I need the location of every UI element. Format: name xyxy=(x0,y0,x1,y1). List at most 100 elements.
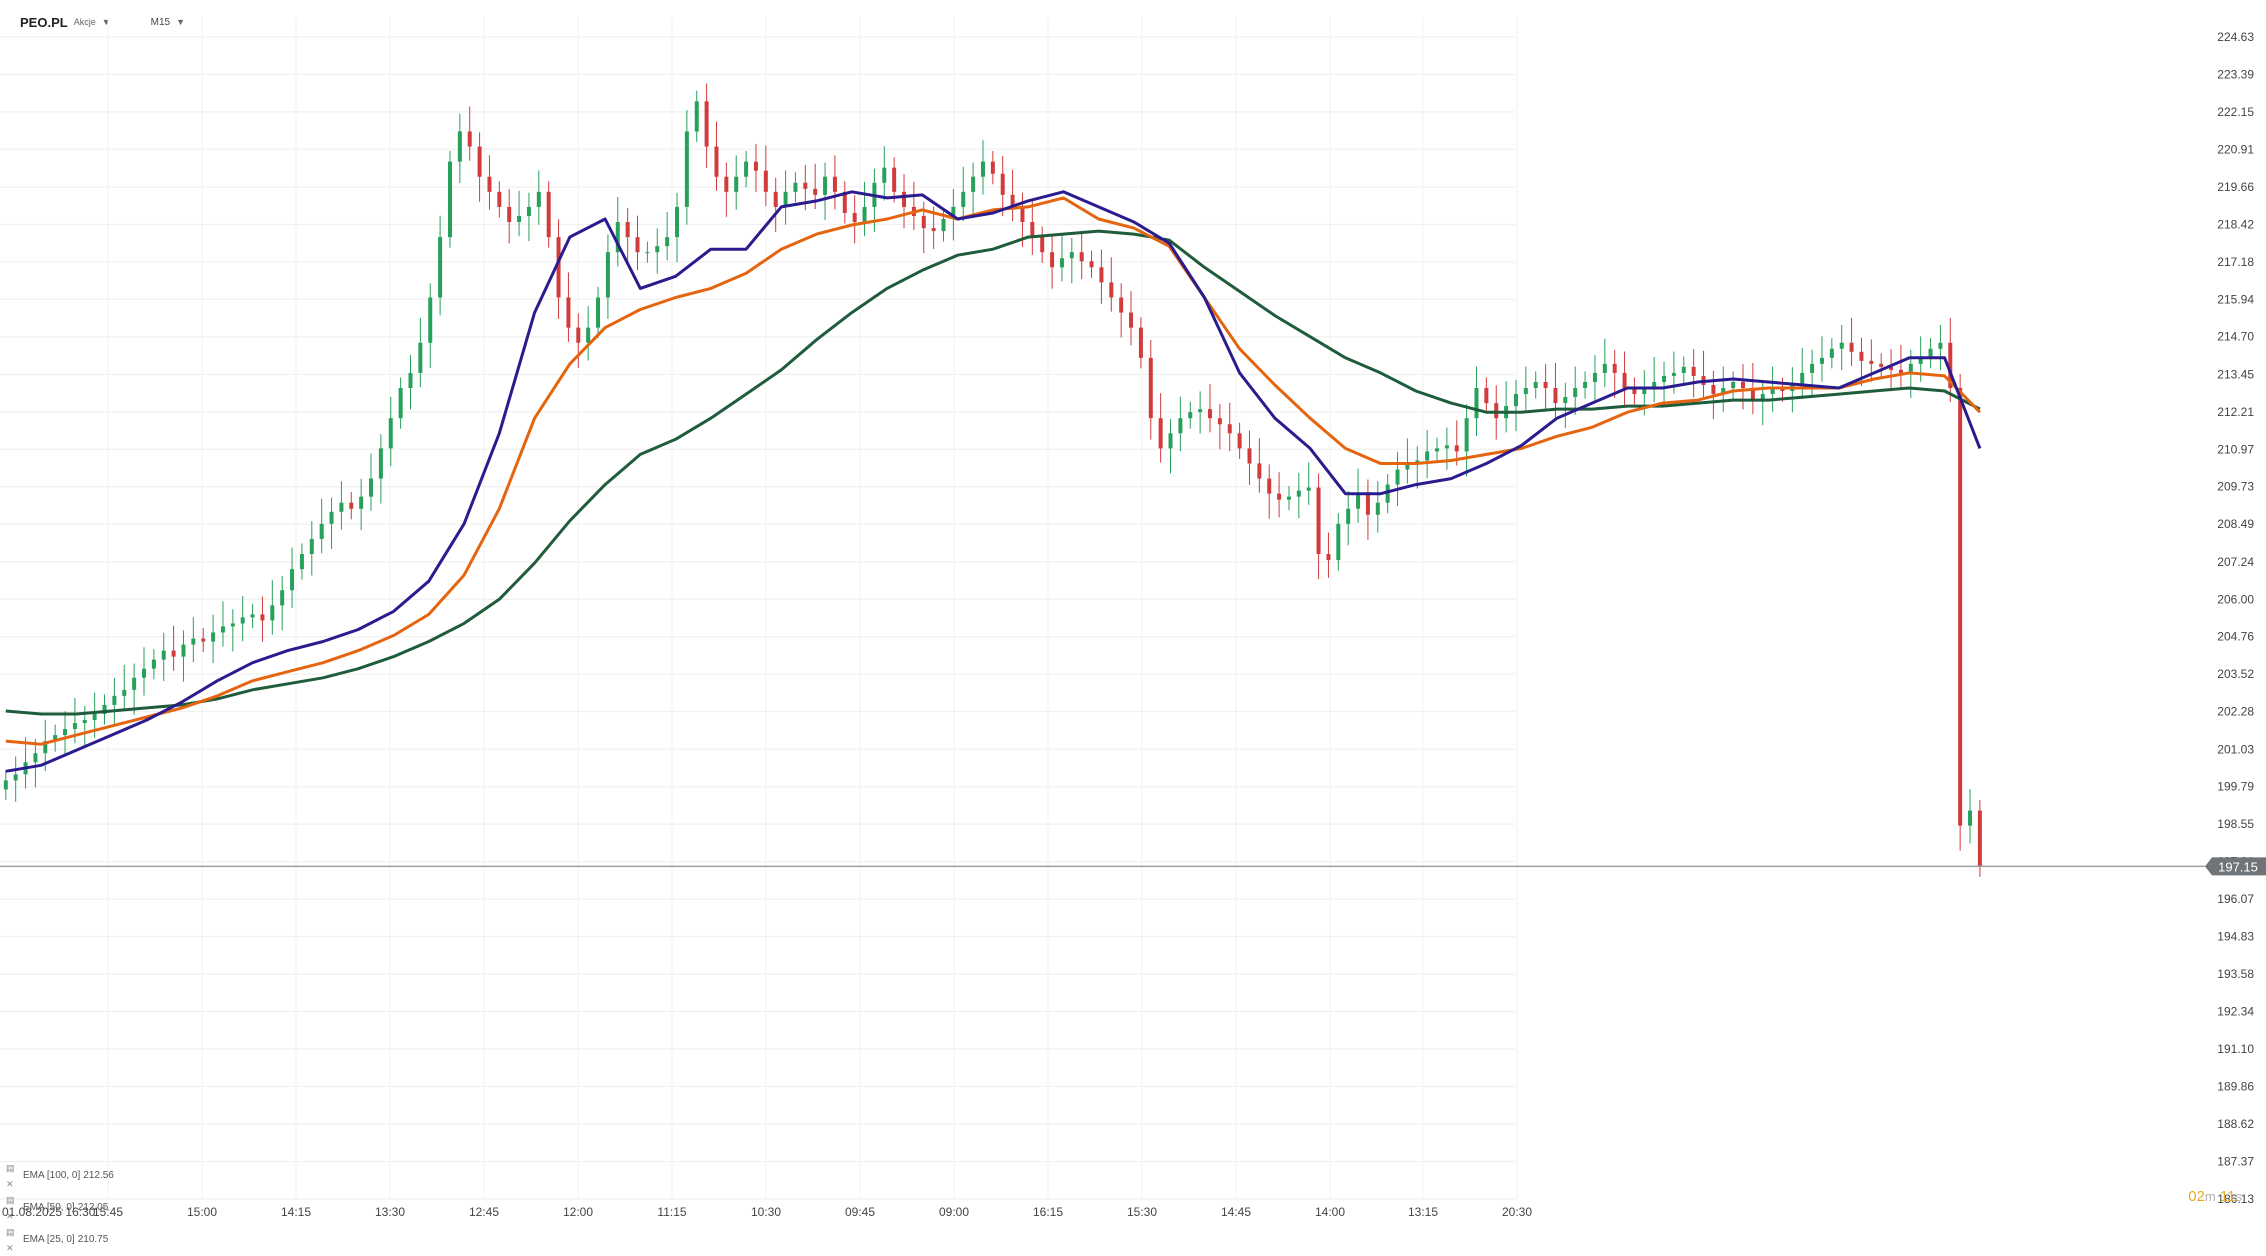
candle-body xyxy=(1948,342,1953,389)
candle-body xyxy=(1543,381,1548,389)
y-tick-label: 214.70 xyxy=(2217,330,2254,344)
y-tick-label: 209.73 xyxy=(2217,480,2254,494)
y-tick-label: 213.45 xyxy=(2217,367,2254,381)
timeframe-selector[interactable]: M15 xyxy=(150,16,171,28)
x-tick-label: 15:00 xyxy=(187,1205,217,1219)
y-tick-label: 203.52 xyxy=(2217,667,2254,681)
candle-body xyxy=(1020,206,1025,223)
price-chart[interactable]: 224.63 223.39 222.15 220.91 219.66 218.42 217.… xyxy=(0,0,2266,1225)
candle-body xyxy=(1474,388,1479,419)
symbol-label[interactable]: PEO.PL xyxy=(20,14,68,30)
indicator-settings-icon[interactable]: ▤ ✕ xyxy=(6,1163,15,1189)
candle-body xyxy=(1217,418,1222,425)
candle-body xyxy=(596,297,601,328)
candle-body xyxy=(240,617,245,624)
candle-body xyxy=(1671,372,1676,376)
y-tick-label: 187.37 xyxy=(2217,1155,2254,1169)
candle-body xyxy=(369,478,374,497)
candle-body xyxy=(773,191,778,207)
candle-body xyxy=(329,511,334,524)
candle-body xyxy=(1464,418,1469,452)
candle-body xyxy=(1908,363,1913,373)
candle-body xyxy=(852,212,857,223)
candle-body xyxy=(1622,372,1627,389)
candle-body xyxy=(1365,493,1370,515)
legend-item-ema100[interactable]: ▤ ✕ EMA [100, 0] 212.56 xyxy=(6,1160,114,1192)
candle-body xyxy=(1760,394,1765,401)
candle-body xyxy=(1632,388,1637,395)
candle-body xyxy=(408,372,413,389)
symbol-dropdown-icon[interactable]: ▼ xyxy=(101,17,111,27)
current-price-line: 197.15 xyxy=(0,857,2266,876)
candle-body xyxy=(605,252,610,298)
timeframe-dropdown-icon[interactable]: ▼ xyxy=(176,17,185,27)
candle-body xyxy=(813,188,818,195)
candle-body xyxy=(526,206,531,216)
y-tick-label: 188.62 xyxy=(2217,1117,2254,1131)
candle-body xyxy=(191,638,196,645)
y-tick-label: 198.55 xyxy=(2217,817,2254,831)
candle-body xyxy=(1306,487,1311,491)
candle-body xyxy=(842,191,847,213)
y-tick-label: 193.58 xyxy=(2217,967,2254,981)
candle-body xyxy=(339,502,344,512)
candle-body xyxy=(467,131,472,147)
y-tick-label: 202.28 xyxy=(2217,705,2254,719)
indicator-settings-icon[interactable]: ▤ ✕ xyxy=(6,1227,15,1253)
candle-body xyxy=(990,161,995,174)
candle-body xyxy=(1800,372,1805,385)
y-tick-label: 215.94 xyxy=(2217,292,2254,306)
x-tick-label: 13:15 xyxy=(1408,1205,1438,1219)
candle-body xyxy=(1928,348,1933,358)
x-tick-label: 16:15 xyxy=(1033,1205,1063,1219)
candle-body xyxy=(753,161,758,171)
candle-body xyxy=(823,176,828,195)
legend-item-ema25[interactable]: ▤ ✕ EMA [25, 0] 210.75 xyxy=(6,1224,114,1256)
candle-body xyxy=(1444,445,1449,449)
candle-body xyxy=(280,590,285,606)
candle-body xyxy=(1188,412,1193,419)
candle-body xyxy=(1711,384,1716,395)
candle-body xyxy=(556,237,561,298)
candle-body xyxy=(171,650,176,657)
legend-value: 210.75 xyxy=(77,1234,109,1245)
candle-body xyxy=(714,146,719,177)
y-tick-label: 220.91 xyxy=(2217,142,2254,156)
legend-item-ema50[interactable]: ▤ ✕ EMA [50, 0] 212.05 xyxy=(6,1192,114,1224)
current-price-label: 197.15 xyxy=(2218,859,2258,874)
candle-body xyxy=(63,729,68,736)
candle-body xyxy=(1375,502,1380,515)
candle-body xyxy=(438,237,443,298)
candle-body xyxy=(230,623,235,627)
candle-body xyxy=(1030,222,1035,238)
candle-body xyxy=(1129,312,1134,328)
x-tick-label: 15:30 xyxy=(1127,1205,1157,1219)
price-axis: 224.63 223.39 222.15 220.91 219.66 218.42 217.… xyxy=(2217,30,2254,1206)
candle-body xyxy=(1573,388,1578,398)
candle-body xyxy=(1099,267,1104,283)
candle-body xyxy=(1316,487,1321,555)
candle-body xyxy=(1849,342,1854,352)
candle-body xyxy=(1859,351,1864,361)
candle-body xyxy=(1148,357,1153,419)
y-tick-label: 217.18 xyxy=(2217,255,2254,269)
candle-body xyxy=(1810,363,1815,373)
candle-body xyxy=(576,327,581,343)
candle-body xyxy=(684,131,689,207)
y-tick-label: 212.21 xyxy=(2217,405,2254,419)
candle-body xyxy=(635,237,640,253)
indicator-settings-icon[interactable]: ▤ ✕ xyxy=(6,1195,15,1221)
candle-body xyxy=(1494,403,1499,419)
candle-body xyxy=(359,496,364,509)
candle-body xyxy=(1385,484,1390,503)
candle-body xyxy=(862,206,867,223)
candle-body xyxy=(82,720,87,724)
candle-body xyxy=(1395,469,1400,485)
y-tick-label: 210.97 xyxy=(2217,442,2254,456)
candle-body xyxy=(704,101,709,147)
candle-body xyxy=(586,327,591,343)
legend-label: EMA [25, 0] xyxy=(23,1234,75,1245)
candle-body xyxy=(1119,297,1124,313)
candle-body xyxy=(536,191,541,207)
y-tick-label: 223.39 xyxy=(2217,67,2254,81)
